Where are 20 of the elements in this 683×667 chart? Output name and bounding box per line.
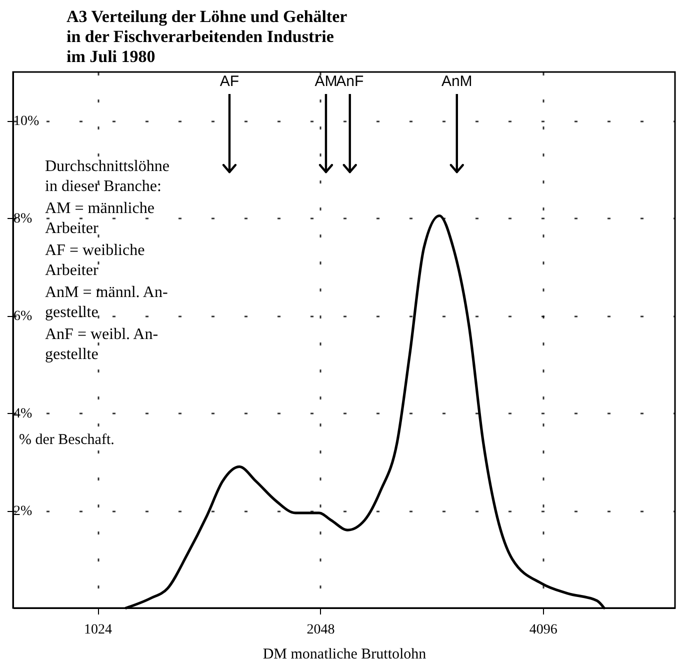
- y-axis-title: % der Beschaft.: [19, 432, 114, 448]
- annotation: AM = männliche Arbeiter: [45, 200, 154, 237]
- annotation: AnM = männl. An- gestellte: [45, 284, 168, 321]
- x-tick-label: 1024: [84, 622, 112, 638]
- y-tick-label: 2%: [14, 504, 32, 520]
- annotation: Durchschnittslöhne in dieser Branche:: [45, 158, 170, 195]
- y-tick-label: 4%: [14, 406, 32, 422]
- x-tick-label: 4096: [529, 622, 558, 638]
- annotation: AnF = weibl. An- gestellte: [45, 326, 158, 363]
- x-tick-label: 2048: [306, 622, 335, 638]
- annotation: AF = weibliche Arbeiter: [45, 242, 145, 279]
- chart-title: A3 Verteilung der Löhne und Gehälter in der Fischverarbeitenden Industrie im Juli 1980: [66, 7, 348, 66]
- y-tick-label: 10%: [14, 114, 40, 130]
- ref-line-label: AnF: [336, 73, 364, 90]
- y-tick-label: 8%: [14, 212, 32, 227]
- x-axis-title: DM monatliche Bruttolohn: [262, 646, 427, 662]
- y-tick-label: 6%: [14, 309, 32, 324]
- ref-line-label: AnM: [441, 73, 472, 90]
- ref-line-label: AM: [314, 73, 338, 90]
- ref-line-label: AF: [220, 73, 240, 90]
